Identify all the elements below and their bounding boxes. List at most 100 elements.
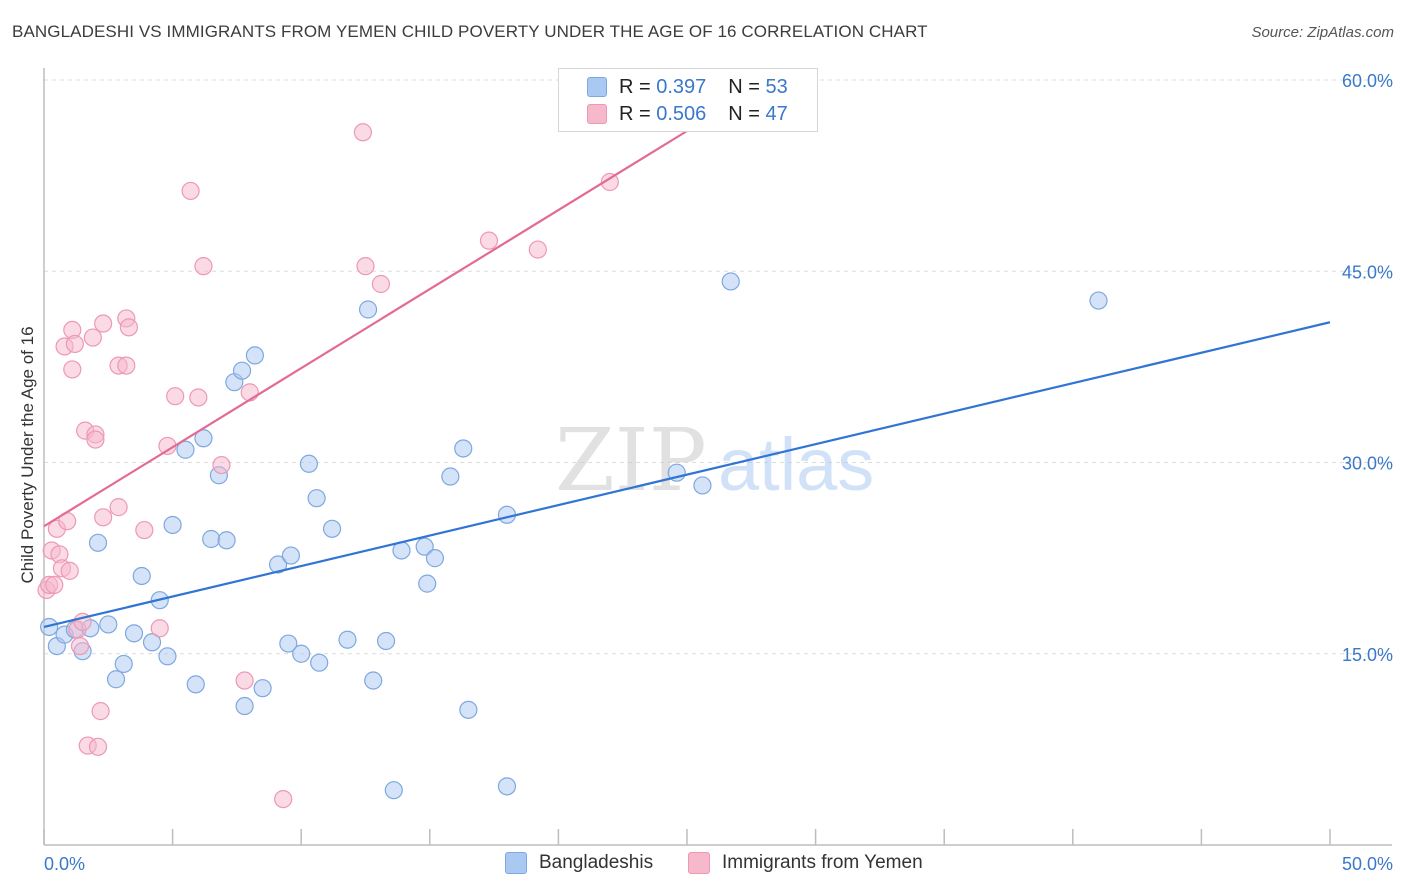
bottom-legend-label: Bangladeshis	[539, 852, 654, 873]
y-tick-label: 45.0%	[1342, 262, 1393, 282]
data-point	[135, 520, 154, 540]
legend-swatch-blue	[587, 77, 607, 97]
data-point	[194, 429, 213, 448]
data-point	[186, 675, 205, 694]
data-point	[364, 671, 383, 690]
data-point	[235, 696, 254, 716]
data-point	[88, 737, 108, 756]
legend-r-label: R =	[619, 102, 651, 125]
legend: R = 0.397 N = 53 R = 0.506 N = 47	[558, 68, 818, 132]
data-point	[376, 631, 396, 651]
data-point	[415, 537, 434, 556]
legend-n-label: N =	[728, 75, 760, 98]
data-point	[292, 644, 311, 663]
legend-n-value: 47	[765, 102, 788, 125]
data-point	[418, 574, 437, 593]
y-tick-label: 15.0%	[1342, 645, 1393, 665]
data-point	[117, 356, 136, 375]
data-point	[235, 671, 254, 690]
tick-labels: 15.0% 30.0% 45.0% 60.0% 0.0% 50.0%	[44, 71, 1393, 874]
data-point	[322, 519, 342, 538]
data-point	[202, 529, 221, 549]
data-point	[384, 781, 403, 800]
data-point	[479, 231, 499, 250]
grid-lines	[44, 79, 1392, 655]
legend-r-label: R =	[619, 75, 651, 98]
data-point	[163, 515, 182, 535]
bottom-legend-swatch-blue	[505, 852, 527, 874]
data-point	[217, 531, 236, 550]
trend-line	[43, 130, 688, 528]
data-point	[253, 679, 272, 698]
data-point	[94, 314, 113, 333]
data-point	[194, 257, 213, 276]
legend-swatch-pink	[587, 104, 607, 124]
axes	[43, 68, 1392, 846]
data-point	[88, 533, 108, 552]
data-point	[158, 647, 177, 666]
data-point	[441, 467, 460, 486]
watermark: ZIP atlas	[555, 411, 874, 511]
data-point	[70, 636, 90, 656]
trend-lines	[43, 130, 1331, 629]
data-point	[166, 387, 185, 406]
legend-n-label: N =	[728, 102, 760, 125]
source-credit: Source: ZipAtlas.com	[1251, 24, 1394, 41]
data-point	[106, 670, 126, 689]
data-point	[142, 633, 162, 652]
data-point	[528, 240, 547, 259]
data-point	[307, 489, 326, 508]
data-point	[240, 383, 259, 402]
data-point	[119, 318, 138, 337]
data-point	[232, 361, 252, 380]
bottom-legend: Bangladeshis Immigrants from Yemen	[0, 852, 1406, 878]
x-tick-label: 0.0%	[44, 854, 85, 874]
series-bangladeshis	[40, 272, 1108, 800]
data-point	[425, 549, 445, 568]
data-point	[181, 181, 200, 201]
data-point	[109, 498, 128, 517]
data-point	[132, 566, 151, 586]
data-point	[310, 653, 329, 672]
data-point	[281, 546, 301, 565]
bottom-legend-swatch-pink	[688, 852, 710, 874]
data-point	[279, 634, 298, 653]
data-point	[459, 700, 478, 719]
data-point	[497, 777, 517, 796]
data-point	[721, 272, 740, 291]
y-axis-label: Child Poverty Under the Age of 16	[18, 326, 37, 583]
data-point	[212, 455, 231, 475]
legend-row-bangladeshis: R = 0.397 N = 53	[559, 74, 788, 100]
data-point	[274, 789, 293, 809]
data-point	[299, 454, 319, 473]
data-point	[338, 630, 357, 649]
legend-n-value: 53	[765, 75, 788, 98]
y-tick-label: 60.0%	[1342, 71, 1393, 91]
data-point	[245, 346, 265, 365]
data-point	[600, 172, 619, 192]
data-point	[693, 476, 712, 495]
data-point	[114, 654, 133, 674]
data-point	[150, 619, 169, 638]
data-point	[371, 274, 391, 294]
data-point	[94, 508, 113, 527]
legend-row-yemen: R = 0.506 N = 47	[559, 101, 788, 127]
data-point	[83, 328, 102, 347]
data-point	[65, 334, 84, 354]
data-point	[91, 702, 110, 721]
legend-r-value: 0.397	[656, 75, 707, 98]
y-tick-label: 30.0%	[1342, 454, 1393, 474]
data-point	[99, 615, 118, 634]
data-point	[189, 388, 208, 407]
watermark-zip: ZIP	[555, 411, 707, 511]
legend-r-value: 0.506	[656, 102, 707, 125]
data-point	[86, 430, 105, 449]
bottom-legend-label: Immigrants from Yemen	[722, 852, 923, 873]
data-point	[268, 555, 288, 574]
series-yemen	[37, 123, 619, 809]
data-point	[1089, 291, 1108, 310]
chart-title: BANGLADESHI VS IMMIGRANTS FROM YEMEN CHI…	[12, 22, 928, 41]
data-point	[356, 257, 375, 276]
trend-line	[43, 321, 1331, 629]
